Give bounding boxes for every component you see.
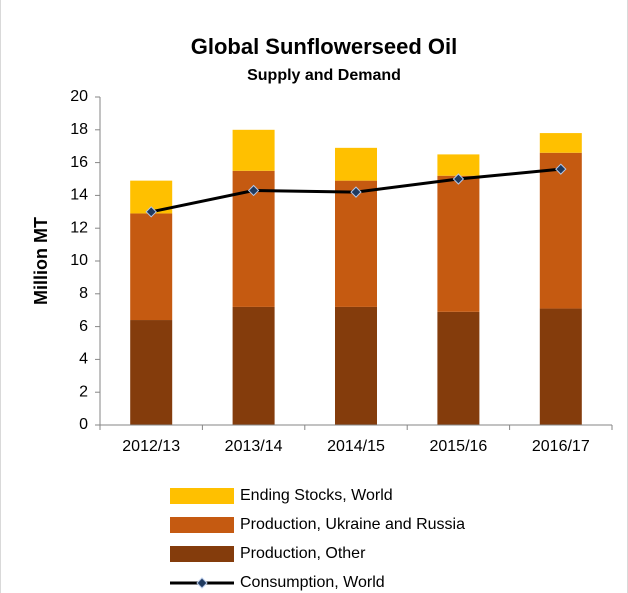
y-tick-label: 18	[70, 121, 88, 138]
line-marker	[452, 173, 465, 185]
x-tick-label: 2013/14	[225, 438, 283, 455]
bar	[437, 175, 480, 312]
y-tick-label: 20	[70, 88, 88, 105]
line-marker	[145, 206, 157, 218]
chart-title: Global Sunflowerseed Oil	[191, 34, 458, 59]
legend-swatch	[170, 517, 234, 533]
y-tick-label: 10	[70, 252, 88, 269]
legend-swatch	[170, 488, 234, 504]
y-tick-label: 14	[70, 187, 88, 204]
y-tick-label: 12	[70, 219, 88, 236]
bar	[335, 180, 377, 307]
y-axis-label: Million MT	[31, 217, 51, 305]
line-marker	[247, 184, 260, 197]
chart-subtitle: Supply and Demand	[247, 67, 401, 84]
x-tick-label: 2014/15	[327, 438, 385, 455]
legend-label: Production, Other	[240, 545, 366, 562]
y-tick-label: 6	[79, 318, 88, 335]
y-tick-label: 2	[79, 383, 88, 400]
y-tick-label: 8	[79, 285, 88, 302]
y-tick-label: 0	[79, 416, 88, 433]
bar	[335, 147, 377, 181]
y-tick-label: 4	[79, 351, 88, 368]
legend-swatch	[170, 546, 234, 562]
legend-label: Consumption, World	[240, 574, 385, 591]
bar	[437, 311, 480, 425]
bar	[539, 133, 582, 153]
line-marker	[350, 186, 362, 198]
bar	[232, 306, 275, 425]
legend-label: Ending Stocks, World	[240, 487, 393, 504]
line-marker	[555, 163, 567, 175]
legend-marker	[196, 577, 208, 589]
x-tick-label: 2012/13	[122, 438, 180, 455]
bar	[539, 152, 582, 309]
x-tick-label: 2016/17	[532, 438, 590, 455]
legend-label: Production, Ukraine and Russia	[240, 516, 465, 533]
bar	[232, 129, 275, 171]
bar	[335, 306, 377, 425]
bar	[539, 308, 582, 425]
y-tick-label: 16	[70, 154, 88, 171]
bar	[437, 154, 480, 176]
bar	[130, 320, 173, 425]
x-tick-label: 2015/16	[429, 438, 487, 455]
bar	[130, 213, 173, 321]
